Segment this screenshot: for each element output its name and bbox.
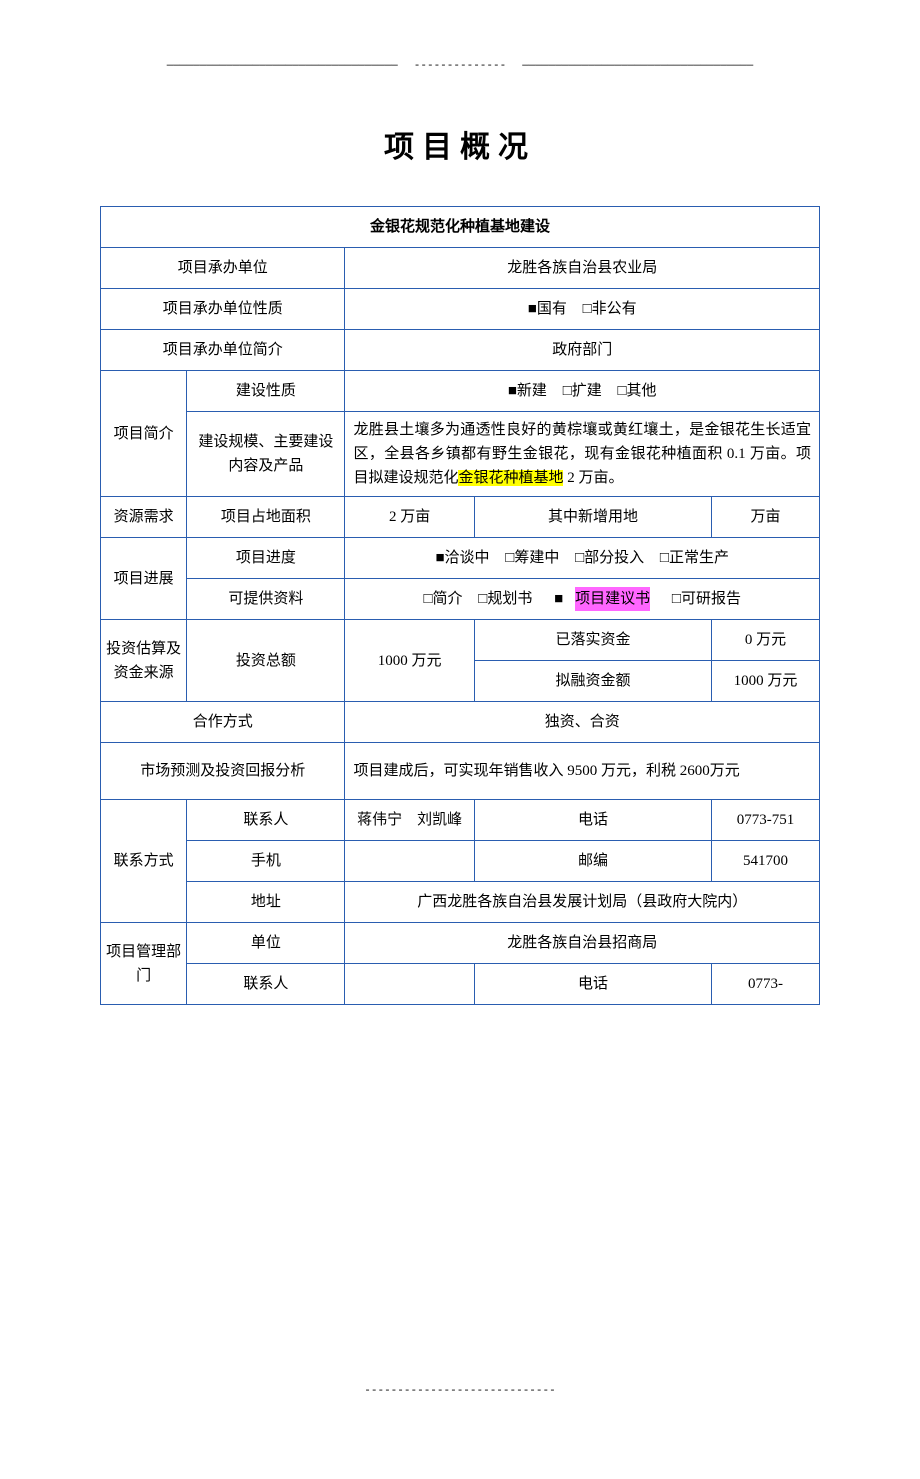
dash-mid: --------------: [414, 60, 506, 72]
mgmt-phone-label: 电话: [474, 964, 711, 1005]
resource-label: 资源需求: [101, 497, 187, 538]
nature-opt-state: ■国有: [528, 297, 567, 321]
bn-opt-new: ■新建: [508, 379, 547, 403]
pg-opt-talk: ■洽谈中: [435, 546, 489, 570]
zip-label: 邮编: [474, 841, 711, 882]
mt-opt-proposal: ■ 项目建议书: [548, 587, 656, 611]
build-scale-label: 建设规模、主要建设内容及产品: [187, 412, 345, 497]
mt-opt3-mark: ■: [554, 587, 563, 611]
contact-person-value: 蒋伟宁 刘凯峰: [345, 800, 474, 841]
contact-person-label: 联系人: [187, 800, 345, 841]
footer-rule: -----------------------------: [100, 1385, 820, 1397]
material-label: 可提供资料: [187, 579, 345, 620]
coop-value: 独资、合资: [345, 702, 820, 743]
mgmt-unit-label: 单位: [187, 923, 345, 964]
sponsor-label: 项目承办单位: [101, 248, 345, 289]
invest-label: 投资估算及资金来源: [101, 620, 187, 702]
tofund-label: 拟融资金额: [474, 661, 711, 702]
bn-opt-other: □其他: [618, 379, 657, 403]
market-label: 市场预测及投资回报分析: [101, 743, 345, 800]
tofund-value: 1000 万元: [712, 661, 820, 702]
build-nature-value: ■新建 □扩建 □其他: [345, 371, 820, 412]
pg-opt-part: □部分投入: [575, 546, 644, 570]
invest-total-label: 投资总额: [187, 620, 345, 702]
sponsor-value: 龙胜各族自治县农业局: [345, 248, 820, 289]
land-area-value: 2 万亩: [345, 497, 474, 538]
build-scale-post: 2 万亩。: [563, 470, 623, 486]
page-title: 项目概况: [100, 122, 820, 166]
zip-value: 541700: [712, 841, 820, 882]
invest-total-value: 1000 万元: [345, 620, 474, 702]
coop-label: 合作方式: [101, 702, 345, 743]
mt-opt3-highlight: 项目建议书: [575, 587, 650, 611]
dash-right: ———————————————————————————————————: [522, 60, 753, 72]
funded-label: 已落实资金: [474, 620, 711, 661]
mt-opt-report: □可研报告: [672, 587, 741, 611]
land-area-label: 项目占地面积: [187, 497, 345, 538]
sponsor-nature-label: 项目承办单位性质: [101, 289, 345, 330]
market-value: 项目建成后，可实现年销售收入 9500 万元，利税 2600万元: [345, 743, 820, 800]
mt-opt-intro: □简介: [423, 587, 462, 611]
pg-opt-normal: □正常生产: [660, 546, 729, 570]
mt-opt-plan: □规划书: [478, 587, 532, 611]
mgmt-contact-label: 联系人: [187, 964, 345, 1005]
pg-opt-prep: □筹建中: [505, 546, 559, 570]
mgmt-phone-value: 0773-: [712, 964, 820, 1005]
bn-opt-expand: □扩建: [563, 379, 602, 403]
material-value: □简介 □规划书 ■ 项目建议书 □可研报告: [345, 579, 820, 620]
mgmt-unit-value: 龙胜各族自治县招商局: [345, 923, 820, 964]
build-scale-highlight: 金银花种植基地: [458, 470, 563, 486]
sponsor-intro-label: 项目承办单位简介: [101, 330, 345, 371]
sponsor-intro-value: 政府部门: [345, 330, 820, 371]
header-rule: ——————————————————————————————————— -----…: [100, 60, 820, 72]
progress-sub-label: 项目进度: [187, 538, 345, 579]
mobile-value: [345, 841, 474, 882]
new-land-value: 万亩: [712, 497, 820, 538]
dash-left: ———————————————————————————————————: [167, 60, 398, 72]
funded-value: 0 万元: [712, 620, 820, 661]
project-table: 金银花规范化种植基地建设 项目承办单位 龙胜各族自治县农业局 项目承办单位性质 …: [100, 206, 820, 1005]
new-land-label: 其中新增用地: [474, 497, 711, 538]
nature-opt-nonpub: □非公有: [583, 297, 637, 321]
sponsor-nature-value: ■国有 □非公有: [345, 289, 820, 330]
progress-value: ■洽谈中 □筹建中 □部分投入 □正常生产: [345, 538, 820, 579]
progress-label: 项目进展: [101, 538, 187, 620]
contact-label: 联系方式: [101, 800, 187, 923]
build-nature-label: 建设性质: [187, 371, 345, 412]
addr-label: 地址: [187, 882, 345, 923]
mgmt-contact-value: [345, 964, 474, 1005]
build-scale-value: 龙胜县土壤多为通透性良好的黄棕壤或黄红壤土，是金银花生长适宜区，全县各乡镇都有野…: [345, 412, 820, 497]
addr-value: 广西龙胜各族自治县发展计划局（县政府大院内）: [345, 882, 820, 923]
proj-intro-label: 项目简介: [101, 371, 187, 497]
phone-value: 0773-751: [712, 800, 820, 841]
mobile-label: 手机: [187, 841, 345, 882]
table-title: 金银花规范化种植基地建设: [101, 207, 820, 248]
mgmt-label: 项目管理部门: [101, 923, 187, 1005]
phone-label: 电话: [474, 800, 711, 841]
